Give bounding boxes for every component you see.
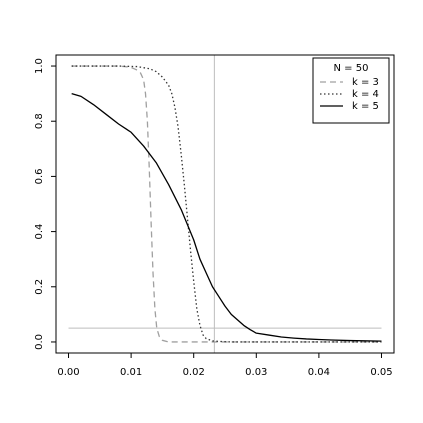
legend-title: N = 50 <box>334 63 369 74</box>
x-tick-label: 0.04 <box>308 367 330 378</box>
series-lines <box>71 65 382 343</box>
series-line-k4 <box>71 65 382 343</box>
x-tick-label: 0.05 <box>370 367 392 378</box>
y-tick-label: 0.6 <box>34 168 45 184</box>
x-tick-label: 0.02 <box>183 367 205 378</box>
legend-label-k4: k = 4 <box>352 89 379 100</box>
x-axis: 0.00 0.01 0.02 0.03 0.04 0.05 <box>57 352 393 378</box>
legend: N = 50 k = 3k = 4k = 5 <box>312 57 390 124</box>
x-tick-label: 0.00 <box>57 367 79 378</box>
legend-label-k3: k = 3 <box>352 77 379 88</box>
legend-box <box>312 57 390 124</box>
legend-entries: k = 3k = 4k = 5 <box>320 77 379 112</box>
y-tick-label: 0.8 <box>34 113 45 129</box>
y-axis: 0.0 0.2 0.4 0.6 0.8 1.0 <box>34 58 57 350</box>
y-tick-label: 0.0 <box>34 334 45 350</box>
x-tick-label: 0.03 <box>245 367 267 378</box>
series-line-k5 <box>71 93 382 342</box>
y-tick-label: 1.0 <box>34 58 45 74</box>
y-tick-label: 0.2 <box>34 279 45 295</box>
x-tick-label: 0.01 <box>120 367 142 378</box>
legend-label-k5: k = 5 <box>352 101 379 112</box>
reference-lines <box>68 55 382 353</box>
y-tick-label: 0.4 <box>34 224 45 240</box>
